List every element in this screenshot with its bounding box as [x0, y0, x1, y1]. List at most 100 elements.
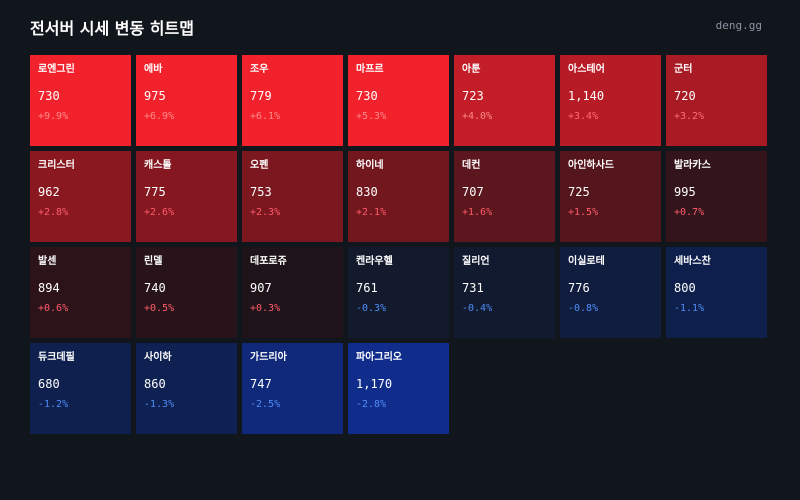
server-name: 오펜: [250, 160, 269, 171]
server-price: 1,170: [356, 377, 393, 391]
price-change: +5.3%: [356, 111, 387, 122]
server-tile[interactable]: 아스테어 1,140 +3.4%: [560, 55, 661, 146]
server-name: 데컨: [462, 160, 481, 171]
server-price: 730: [356, 89, 378, 103]
server-name: 켄라우헬: [356, 256, 393, 267]
server-tile[interactable]: 데포로쥬 907 +0.3%: [242, 247, 343, 338]
server-name: 세바스찬: [674, 256, 711, 267]
server-tile[interactable]: 에바 975 +6.9%: [136, 55, 237, 146]
server-name: 조우: [250, 64, 269, 75]
server-name: 가드리아: [250, 352, 287, 363]
server-price: 761: [356, 281, 378, 295]
server-price: 830: [356, 185, 378, 199]
price-change: -1.3%: [144, 399, 175, 410]
server-price: 753: [250, 185, 272, 199]
price-change: +3.2%: [674, 111, 705, 122]
server-price: 747: [250, 377, 272, 391]
price-change: -1.1%: [674, 303, 705, 314]
server-tile[interactable]: 켄라우헬 761 -0.3%: [348, 247, 449, 338]
server-tile[interactable]: 발센 894 +0.6%: [30, 247, 131, 338]
server-name: 발센: [38, 256, 57, 267]
server-tile[interactable]: 군터 720 +3.2%: [666, 55, 767, 146]
server-price: 800: [674, 281, 696, 295]
server-name: 듀크데필: [38, 352, 75, 363]
server-name: 로엔그린: [38, 64, 75, 75]
server-tile[interactable]: 로엔그린 730 +9.9%: [30, 55, 131, 146]
server-price: 962: [38, 185, 60, 199]
price-change: +2.3%: [250, 207, 281, 218]
server-name: 질리언: [462, 256, 490, 267]
server-price: 731: [462, 281, 484, 295]
server-tile[interactable]: 크리스터 962 +2.8%: [30, 151, 131, 242]
price-change: +0.3%: [250, 303, 281, 314]
server-price: 775: [144, 185, 166, 199]
server-price: 707: [462, 185, 484, 199]
server-tile[interactable]: 질리언 731 -0.4%: [454, 247, 555, 338]
server-name: 이실로테: [568, 256, 605, 267]
server-name: 군터: [674, 64, 693, 75]
server-name: 린델: [144, 256, 163, 267]
server-name: 아스테어: [568, 64, 605, 75]
server-price: 776: [568, 281, 590, 295]
server-tile[interactable]: 아툰 723 +4.0%: [454, 55, 555, 146]
heatmap-grid: 로엔그린 730 +9.9% 에바 975 +6.9% 조우 779 +6.1% 마프르 730 +5…: [30, 55, 770, 435]
server-tile[interactable]: 듀크데필 680 -1.2%: [30, 343, 131, 434]
server-tile[interactable]: 이실로테 776 -0.8%: [560, 247, 661, 338]
server-tile[interactable]: 파아그리오 1,170 -2.8%: [348, 343, 449, 434]
price-change: +1.5%: [568, 207, 599, 218]
header: 전서버 시세 변동 히트맵 deng.gg: [30, 16, 770, 42]
server-tile[interactable]: 린델 740 +0.5%: [136, 247, 237, 338]
server-name: 에바: [144, 64, 163, 75]
server-price: 779: [250, 89, 272, 103]
server-name: 발라카스: [674, 160, 711, 171]
server-price: 907: [250, 281, 272, 295]
server-name: 마프르: [356, 64, 384, 75]
price-change: +6.1%: [250, 111, 281, 122]
server-name: 캐스톨: [144, 160, 172, 171]
server-tile[interactable]: 발라카스 995 +0.7%: [666, 151, 767, 242]
server-price: 1,140: [568, 89, 605, 103]
price-change: -0.8%: [568, 303, 599, 314]
price-change: +9.9%: [38, 111, 69, 122]
price-change: -2.5%: [250, 399, 281, 410]
server-price: 723: [462, 89, 484, 103]
price-change: +0.6%: [38, 303, 69, 314]
server-tile[interactable]: 캐스톨 775 +2.6%: [136, 151, 237, 242]
server-name: 파아그리오: [356, 352, 402, 363]
server-tile[interactable]: 아인하사드 725 +1.5%: [560, 151, 661, 242]
price-change: +4.0%: [462, 111, 493, 122]
price-change: +0.7%: [674, 207, 705, 218]
server-name: 아인하사드: [568, 160, 614, 171]
server-price: 720: [674, 89, 696, 103]
server-tile[interactable]: 오펜 753 +2.3%: [242, 151, 343, 242]
server-price: 894: [38, 281, 60, 295]
price-change: -1.2%: [38, 399, 69, 410]
price-change: -0.4%: [462, 303, 493, 314]
price-change: +0.5%: [144, 303, 175, 314]
server-tile[interactable]: 마프르 730 +5.3%: [348, 55, 449, 146]
server-price: 730: [38, 89, 60, 103]
site-label: deng.gg: [715, 19, 762, 32]
price-change: +2.1%: [356, 207, 387, 218]
server-name: 데포로쥬: [250, 256, 287, 267]
server-tile[interactable]: 가드리아 747 -2.5%: [242, 343, 343, 434]
server-tile[interactable]: 세바스찬 800 -1.1%: [666, 247, 767, 338]
server-tile[interactable]: 데컨 707 +1.6%: [454, 151, 555, 242]
server-price: 680: [38, 377, 60, 391]
server-name: 하이네: [356, 160, 384, 171]
server-price: 725: [568, 185, 590, 199]
server-price: 995: [674, 185, 696, 199]
server-name: 아툰: [462, 64, 481, 75]
price-change: +6.9%: [144, 111, 175, 122]
price-change: +2.8%: [38, 207, 69, 218]
server-price: 860: [144, 377, 166, 391]
server-tile[interactable]: 조우 779 +6.1%: [242, 55, 343, 146]
price-change: +2.6%: [144, 207, 175, 218]
page-title: 전서버 시세 변동 히트맵: [30, 19, 194, 38]
server-name: 사이하: [144, 352, 172, 363]
server-tile[interactable]: 사이하 860 -1.3%: [136, 343, 237, 434]
server-price: 740: [144, 281, 166, 295]
price-change: -2.8%: [356, 399, 387, 410]
price-change: -0.3%: [356, 303, 387, 314]
server-tile[interactable]: 하이네 830 +2.1%: [348, 151, 449, 242]
